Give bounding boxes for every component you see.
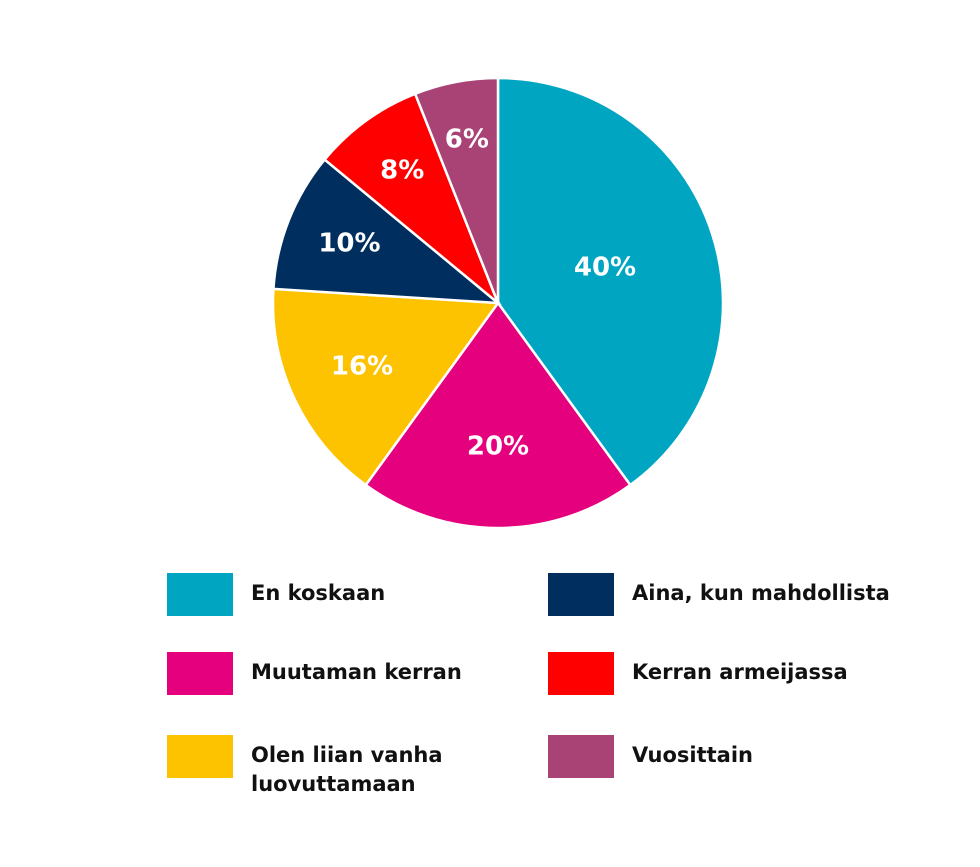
legend-label: Kerran armeijassa <box>632 660 848 684</box>
legend-label: En koskaan <box>251 581 386 605</box>
legend-swatch <box>548 735 614 778</box>
slice-label: 6% <box>445 124 489 154</box>
legend-label: Muutaman kerran <box>251 660 462 684</box>
legend-item: En koskaan <box>167 573 466 616</box>
pie-slice <box>271 287 501 487</box>
slice-label: 40% <box>574 253 636 283</box>
legend-swatch <box>548 573 614 616</box>
pie-slice <box>364 300 632 530</box>
legend-item: Kerran armeijassa <box>548 652 952 695</box>
slice-label: 10% <box>318 229 380 259</box>
legend-swatch <box>167 652 233 695</box>
legend-label: Olen liian vanha luovuttamaan <box>251 743 443 796</box>
legend-swatch <box>548 652 614 695</box>
legend-label: Aina, kun mahdollista <box>632 581 890 605</box>
pie-slice <box>272 157 502 305</box>
legend-item: Muutaman kerran <box>167 652 466 695</box>
legend-item: Olen liian vanha luovuttamaan <box>167 735 466 799</box>
pie-slice <box>496 76 725 487</box>
legend-label: Vuosittain <box>632 743 753 767</box>
pie-slice <box>413 76 500 304</box>
legend-item: Vuosittain <box>548 735 952 778</box>
slice-label: 16% <box>331 351 393 381</box>
legend-swatch <box>167 573 233 616</box>
legend-swatch <box>167 735 233 778</box>
slice-label: 8% <box>380 156 424 186</box>
legend-item: Aina, kun mahdollista <box>548 573 952 616</box>
pie-slice <box>322 92 500 304</box>
slice-label: 20% <box>467 432 529 462</box>
